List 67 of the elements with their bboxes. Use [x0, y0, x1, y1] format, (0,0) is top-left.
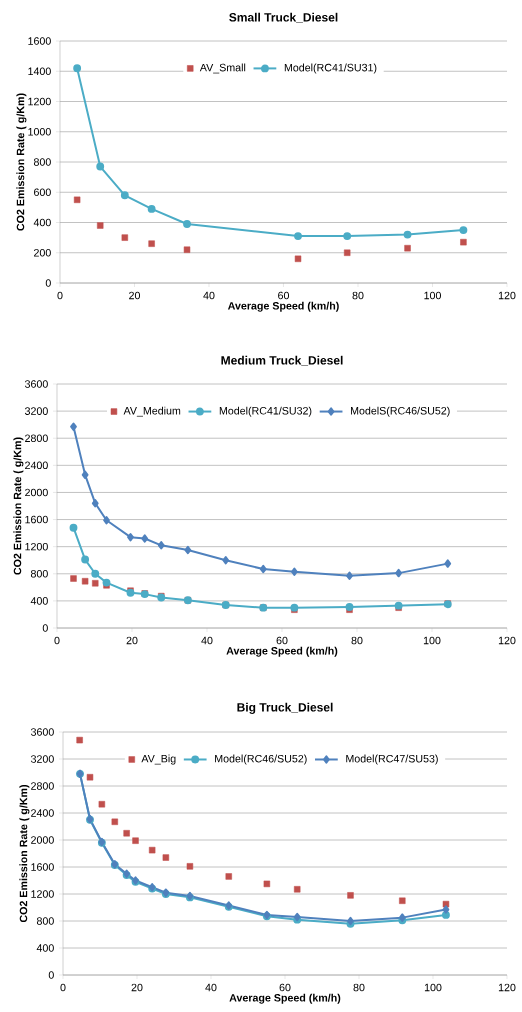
x-tick-label: 60 [276, 636, 288, 645]
y-tick-label: 2800 [31, 782, 54, 790]
x-tick-label: 100 [424, 291, 441, 300]
x-axis-title: Average Speed (km/h) [226, 646, 338, 657]
chart-title: Big Truck_Diesel [237, 702, 333, 714]
y-tick-label: 2000 [31, 836, 54, 844]
chart-title: Small Truck_Diesel [229, 12, 338, 23]
y-tick-label: 600 [34, 188, 51, 197]
y-tick-label: 2400 [25, 461, 48, 470]
x-tick-label: 0 [54, 636, 60, 645]
x-tick-label: 20 [129, 291, 141, 300]
x-tick-label: 40 [201, 636, 213, 645]
x-tick-label: 100 [423, 636, 441, 645]
y-tick-label: 1600 [25, 515, 48, 524]
y-tick-label: 800 [36, 917, 54, 925]
x-tick-label: 120 [498, 983, 516, 992]
x-tick-label: 80 [353, 983, 365, 992]
x-tick-label: 120 [498, 291, 516, 300]
y-tick-label: 3200 [30, 755, 54, 763]
x-axis-title: Average Speed (km/h) [229, 993, 341, 1004]
y-tick-label: 400 [33, 218, 51, 227]
legend-label: Model(RC46/SU52) [215, 754, 307, 765]
y-axis-title: CO2 Emission Rate ( g/Km) [16, 93, 27, 231]
y-tick-label: 1600 [28, 37, 51, 45]
legend-label: Model(RC41/SU31) [284, 63, 377, 74]
x-tick-label: 40 [205, 983, 217, 992]
x-tick-label: 40 [203, 291, 215, 300]
y-tick-label: 1200 [25, 542, 48, 551]
y-tick-label: 3600 [30, 728, 54, 736]
y-tick-label: 1400 [28, 67, 51, 76]
y-tick-label: 0 [48, 971, 54, 979]
legend-label: AV_Big [141, 754, 176, 765]
y-tick-label: 1200 [28, 97, 51, 106]
y-tick-label: 400 [36, 944, 54, 952]
chart-title: Medium Truck_Diesel [221, 355, 343, 366]
legend-label: AV_Medium [123, 406, 181, 417]
x-tick-label: 20 [126, 636, 138, 645]
y-tick-label: 800 [33, 158, 51, 166]
x-tick-label: 0 [60, 983, 66, 992]
x-tick-label: 80 [352, 291, 364, 300]
legend-label: Model(RC47/SU53) [346, 754, 438, 765]
legend-label: Model(RC41/SU32) [219, 406, 312, 417]
y-tick-label: 200 [34, 248, 51, 257]
x-tick-label: 120 [498, 636, 516, 645]
y-tick-label: 3200 [24, 407, 48, 415]
y-tick-label: 2800 [25, 434, 48, 442]
x-tick-label: 100 [424, 983, 442, 992]
y-axis-title: CO2 Emission Rate ( g/Km) [19, 785, 30, 923]
y-axis-title: CO2 Emission Rate ( g/Km) [13, 437, 24, 575]
y-tick-label: 2000 [25, 488, 48, 497]
x-tick-label: 60 [279, 983, 291, 992]
y-tick-label: 1000 [28, 127, 51, 136]
y-tick-label: 1600 [31, 863, 54, 871]
legend-label: AV_Small [199, 63, 246, 74]
y-tick-label: 0 [42, 624, 48, 632]
legend-label: ModelS(RC46/SU52) [351, 406, 450, 417]
x-tick-label: 0 [57, 291, 63, 300]
x-tick-label: 80 [351, 636, 363, 645]
x-tick-label: 20 [131, 983, 143, 992]
y-tick-label: 1200 [31, 890, 54, 898]
y-tick-label: 0 [45, 279, 51, 287]
x-axis-title: Average Speed (km/h) [227, 301, 339, 312]
y-tick-label: 2400 [31, 809, 54, 817]
x-tick-label: 60 [278, 291, 290, 300]
y-tick-label: 800 [30, 570, 48, 578]
y-tick-label: 400 [30, 597, 48, 605]
y-tick-label: 3600 [24, 380, 48, 388]
